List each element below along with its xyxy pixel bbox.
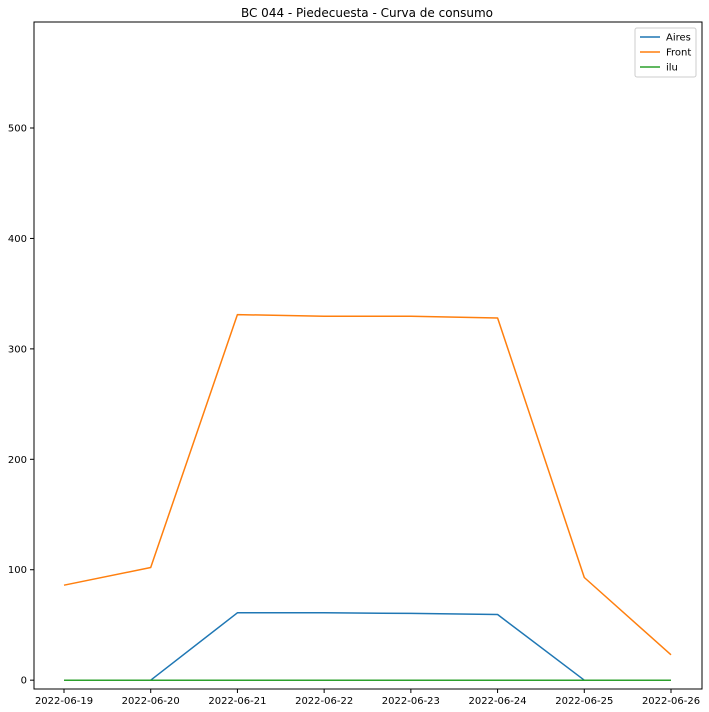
series-line-front xyxy=(63,313,672,656)
x-tick-label: 2022-06-25 xyxy=(555,696,613,707)
legend-entry: ilu xyxy=(666,63,678,74)
y-tick-label: 400 xyxy=(8,234,27,245)
x-tick-label: 2022-06-19 xyxy=(35,696,93,707)
series-lines xyxy=(63,313,672,681)
x-tick-label: 2022-06-23 xyxy=(382,696,440,707)
x-tick-label: 2022-06-20 xyxy=(122,696,180,707)
y-tick-label: 200 xyxy=(8,455,27,466)
x-tick-label: 2022-06-21 xyxy=(208,696,266,707)
legend: Aires Front ilu xyxy=(634,27,697,78)
chart-title: BC 044 - Piedecuesta - Curva de consumo xyxy=(241,6,493,20)
plot-area xyxy=(33,21,703,690)
x-tick-label: 2022-06-22 xyxy=(295,696,353,707)
x-tick-label: 2022-06-24 xyxy=(469,696,527,707)
legend-entry: Aires xyxy=(666,33,691,44)
legend-entry: Front xyxy=(666,48,691,59)
y-tick-label: 500 xyxy=(8,124,27,135)
x-tick-label: 2022-06-26 xyxy=(642,696,700,707)
y-tick-label: 0 xyxy=(21,676,27,687)
y-tick-label: 300 xyxy=(8,344,27,355)
y-axis: 0 100 200 300 400 500 xyxy=(8,124,34,687)
legend-box xyxy=(634,27,697,78)
x-axis: 2022-06-19 2022-06-20 2022-06-21 2022-06-22… xyxy=(35,689,700,707)
series-line-aires xyxy=(64,612,671,681)
y-tick-label: 100 xyxy=(8,565,27,576)
